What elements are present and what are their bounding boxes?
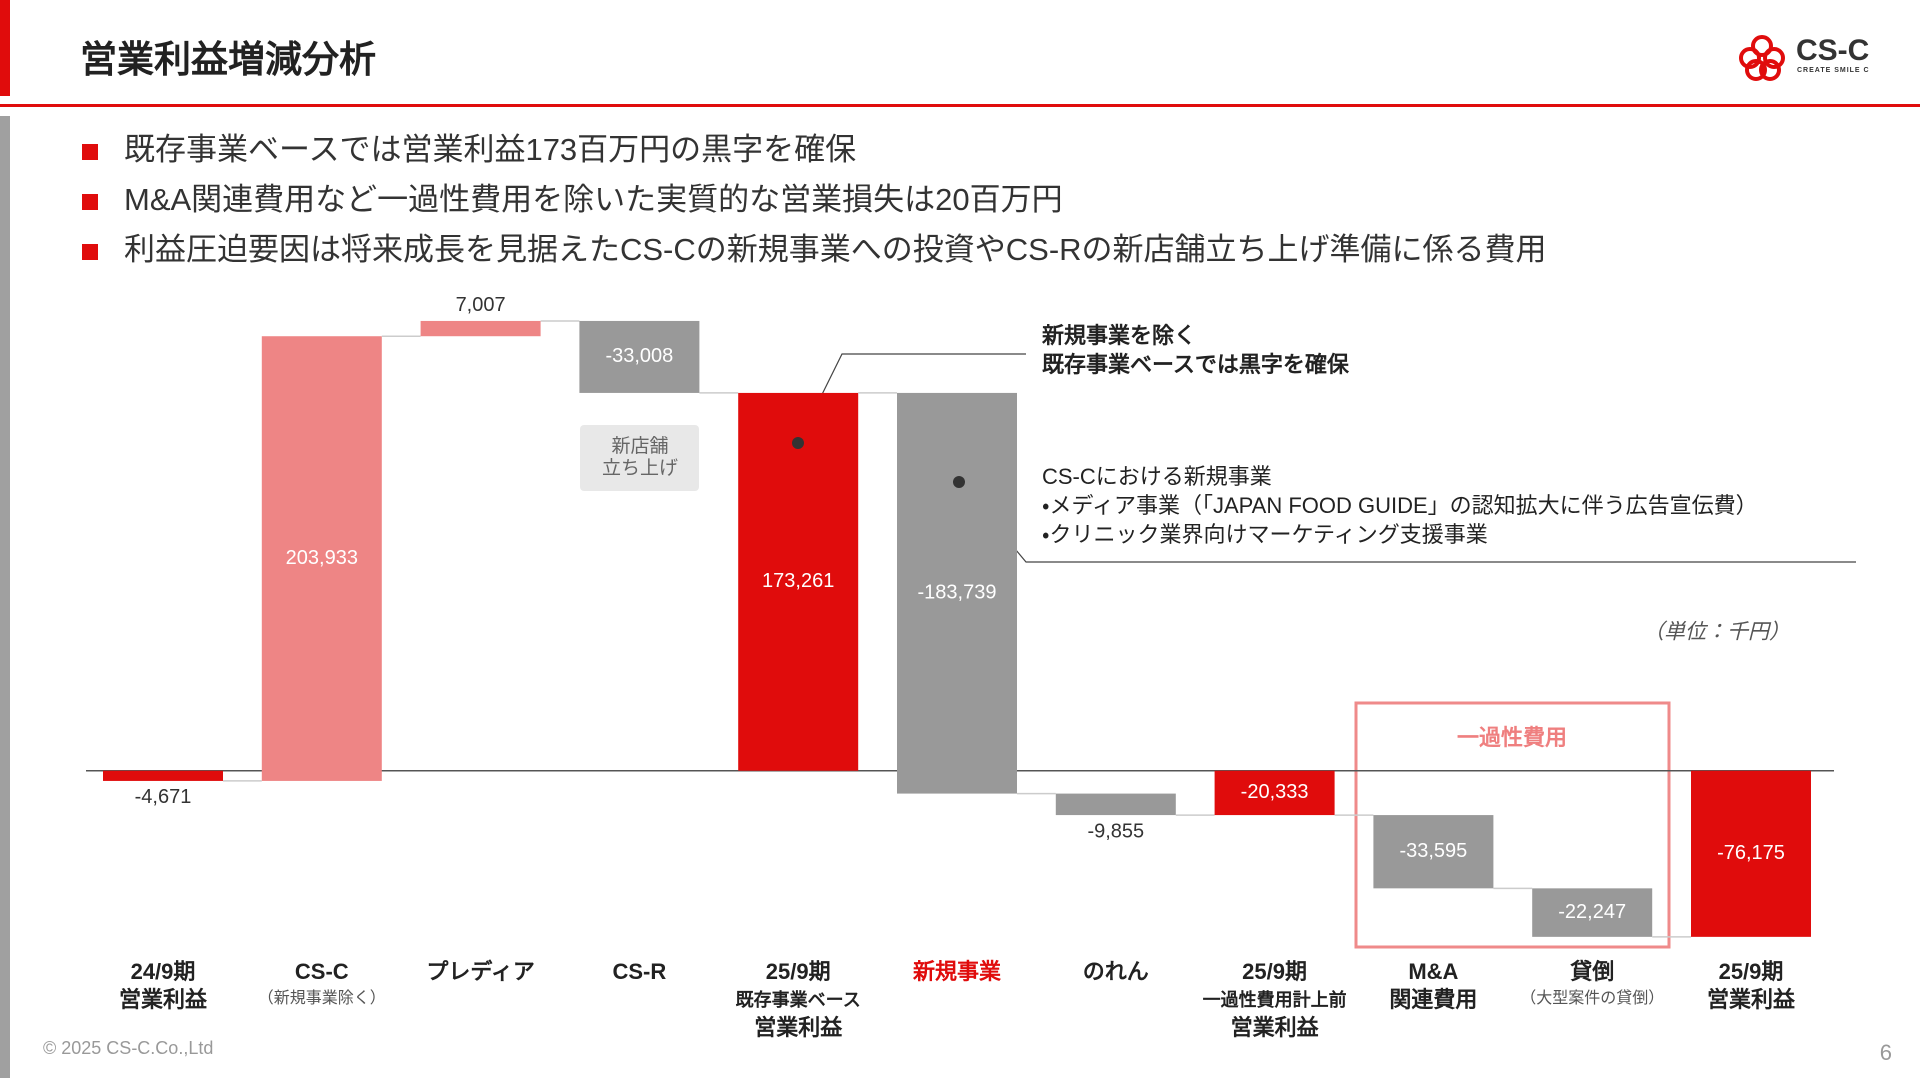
group-label: 一過性費用 (1457, 725, 1567, 750)
value-label: -183,739 (918, 582, 997, 604)
x-tick-label: プレディア (426, 959, 534, 984)
bullet-text: M&A関連費用など一過性費用を除いた実質的な営業損失は20百万円 (124, 182, 1063, 217)
annotation: 既存事業ベースでは黒字を確保 (1042, 352, 1350, 377)
bar (1373, 815, 1494, 889)
copyright: © 2025 CS-C.Co.,Ltd (43, 1038, 213, 1058)
x-tick-label: 24/9期 (131, 959, 196, 984)
x-tick-label: 営業利益 (754, 1015, 843, 1040)
logo-tagline: CREATE SMILE C (1797, 67, 1870, 74)
side-bar (0, 116, 10, 1078)
x-tick-note: （新規事業除く） (258, 989, 386, 1007)
group-box (1354, 701, 1671, 949)
bullet-text: 利益圧迫要因は将来成長を見据えたCS-Cの新規事業への投資やCS-Rの新店舗立ち… (124, 232, 1547, 267)
x-tick-label: 関連費用 (1389, 987, 1477, 1012)
bar (897, 392, 1017, 794)
value-label: -4,671 (135, 786, 192, 808)
x-tick-label: 営業利益 (119, 987, 208, 1012)
x-tick-label: 一過性費用計上前 (1203, 989, 1347, 1010)
bullet-square (82, 194, 98, 210)
unit-label: （単位：千円） (1643, 621, 1790, 644)
x-tick-label: CS-C (295, 959, 349, 984)
bar (579, 320, 700, 393)
value-label: -9,855 (1087, 820, 1144, 842)
annotation: ・クリニック業界向けマーケティング支援事業 (1042, 522, 1488, 547)
bar (1214, 770, 1335, 816)
callout-dot (792, 437, 804, 449)
bar (1691, 770, 1811, 937)
annotation: 新規事業を除く (1041, 323, 1196, 348)
note-box (580, 425, 699, 491)
bar (261, 336, 382, 781)
x-tick-label: 25/9期 (1719, 959, 1784, 984)
accent-bar (0, 0, 10, 96)
header-rule (0, 104, 1920, 107)
annotation: ・メディア事業（「JAPAN FOOD GUIDE」の認知拡大に伴う広告宣伝費） (1042, 493, 1758, 518)
callout-dot (953, 476, 965, 488)
annotation: 立ち上げ (602, 457, 678, 479)
bar (1532, 888, 1653, 937)
x-tick-label: 貸倒 (1569, 959, 1614, 984)
value-label: -22,247 (1558, 901, 1626, 923)
value-label: -33,008 (605, 345, 673, 367)
x-tick-label: 営業利益 (1231, 1015, 1320, 1040)
x-tick-note: （大型案件の貸倒） (1520, 989, 1664, 1007)
bar (103, 770, 223, 781)
slide-title: 営業利益増減分析 (80, 39, 376, 80)
bullet-text: 既存事業ベースでは営業利益173百万円の黒字を確保 (124, 132, 856, 167)
annotation: CS-Cにおける新規事業 (1042, 464, 1272, 489)
x-tick-label: CS-R (613, 959, 667, 984)
x-tick-label: 既存事業ベース (736, 989, 861, 1010)
value-label: -33,595 (1399, 840, 1467, 862)
annotation: 新店舗 (611, 435, 668, 457)
logo-icon (1739, 35, 1785, 81)
logo-text: CS-C (1796, 34, 1869, 67)
bullet-square (82, 144, 98, 160)
value-label: -20,333 (1241, 781, 1309, 803)
value-label: -76,175 (1717, 842, 1785, 864)
x-tick-label: のれん (1083, 959, 1149, 984)
x-tick-label: 新規事業 (912, 959, 1002, 984)
x-tick-label: 25/9期 (766, 959, 831, 984)
value-label: 203,933 (286, 547, 358, 569)
value-label: 173,261 (762, 570, 834, 592)
bar (738, 392, 859, 771)
bar (420, 320, 541, 337)
value-label: 7,007 (456, 294, 506, 316)
x-tick-label: 25/9期 (1242, 959, 1307, 984)
bullet-square (82, 244, 98, 260)
x-tick-label: M&A (1408, 959, 1458, 984)
bar (1055, 793, 1176, 816)
page-number: 6 (1880, 1040, 1892, 1065)
x-tick-label: 営業利益 (1707, 987, 1796, 1012)
